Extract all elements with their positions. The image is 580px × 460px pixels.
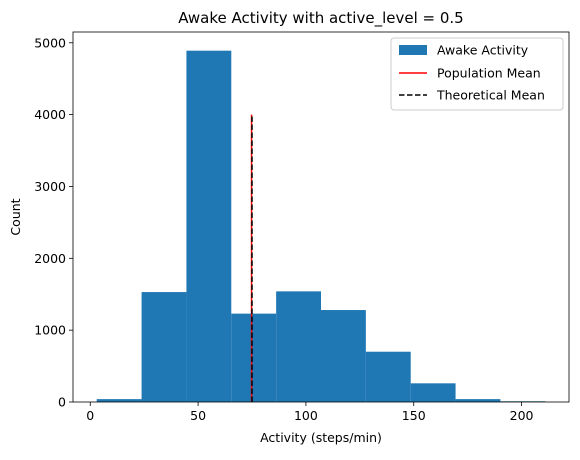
histogram-bar [186, 51, 231, 402]
histogram-bar [142, 292, 187, 402]
x-axis-ticks: 0 50 100 150 200 [86, 402, 533, 423]
histogram-bar [411, 383, 456, 402]
x-tick-label: 200 [510, 408, 534, 423]
y-tick-label: 4000 [34, 107, 66, 122]
y-tick-label: 1000 [34, 323, 66, 338]
x-tick-label: 150 [402, 408, 426, 423]
y-axis-ticks: 0 1000 2000 3000 4000 5000 [34, 35, 73, 409]
x-tick-label: 0 [86, 408, 94, 423]
histogram-bar [321, 310, 366, 402]
histogram-bar [366, 352, 411, 402]
y-tick-label: 3000 [34, 179, 66, 194]
legend-label-population-mean: Population Mean [437, 66, 541, 81]
y-tick-label: 5000 [34, 35, 66, 50]
legend-label-theoretical-mean: Theoretical Mean [436, 88, 545, 103]
y-tick-label: 2000 [34, 251, 66, 266]
chart-title: Awake Activity with active_level = 0.5 [178, 9, 463, 28]
legend-label-awake-activity: Awake Activity [437, 43, 529, 58]
histogram-bar [276, 291, 321, 402]
histogram-bar [231, 314, 276, 402]
x-tick-label: 50 [190, 408, 206, 423]
x-tick-label: 100 [294, 408, 318, 423]
x-axis-label: Activity (steps/min) [260, 430, 382, 445]
y-tick-label: 0 [58, 395, 66, 410]
legend: Awake Activity Population Mean Theoretic… [391, 38, 563, 110]
y-axis-label: Count [8, 198, 23, 235]
histogram-bar [456, 399, 501, 402]
histogram-bar [97, 399, 142, 402]
legend-swatch-awake-activity [399, 45, 427, 55]
